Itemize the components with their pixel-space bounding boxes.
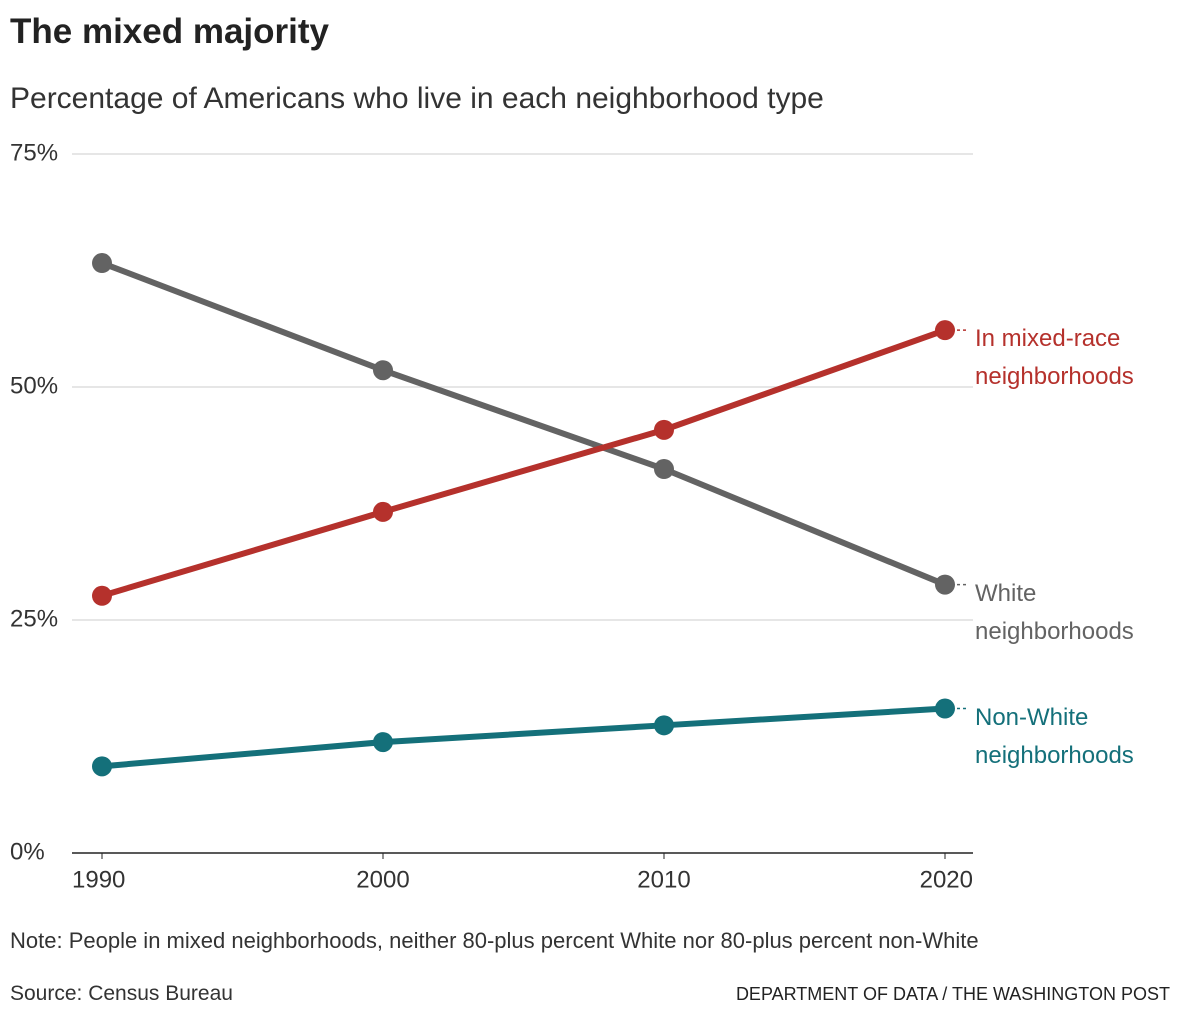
series-line xyxy=(101,327,947,599)
series-line xyxy=(100,260,947,588)
data-point xyxy=(654,419,674,440)
x-tick-label: 1990 xyxy=(72,866,125,893)
data-point xyxy=(373,360,393,381)
series-label: Non-White neighborhoods xyxy=(975,703,1134,769)
chart-title: The mixed majority xyxy=(10,12,329,51)
data-point xyxy=(935,320,955,341)
data-point xyxy=(373,732,393,753)
y-tick-label: 50% xyxy=(10,372,58,399)
y-tick-label: 0% xyxy=(10,838,45,865)
data-point xyxy=(654,715,674,736)
data-point xyxy=(92,253,112,274)
data-point xyxy=(92,756,112,777)
note: Note: People in mixed neighborhoods, nei… xyxy=(10,928,979,953)
data-point xyxy=(373,501,393,522)
y-tick-label: 25% xyxy=(10,605,58,632)
credit: DEPARTMENT OF DATA / THE WASHINGTON POST xyxy=(735,984,1170,1004)
data-point xyxy=(935,574,955,595)
series-label: In mixed-race neighborhoods xyxy=(975,325,1134,391)
source: Source: Census Bureau xyxy=(10,982,233,1005)
x-tick-label: 2020 xyxy=(920,866,973,893)
chart-subtitle: Percentage of Americans who live in each… xyxy=(10,82,824,115)
series-label: White neighborhoods xyxy=(975,579,1134,645)
x-tick-label: 2010 xyxy=(637,866,690,893)
data-point xyxy=(935,698,955,719)
y-tick-label: 75% xyxy=(10,139,58,166)
data-point xyxy=(92,585,112,606)
data-point xyxy=(654,459,674,480)
series-line xyxy=(101,705,946,770)
x-tick-label: 2000 xyxy=(356,866,409,893)
